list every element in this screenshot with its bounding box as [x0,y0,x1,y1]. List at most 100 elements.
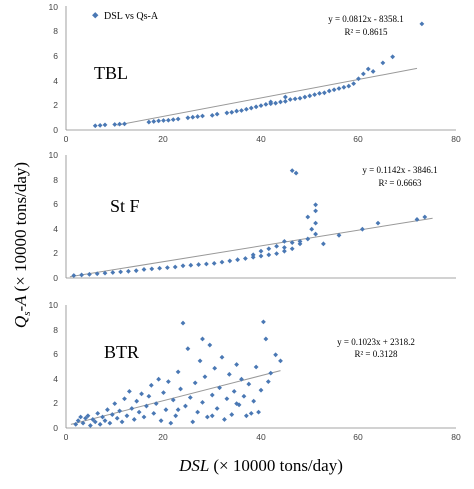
btr-data-point [73,421,79,427]
tbl-data-point [195,114,201,119]
btr-data-point [200,399,205,405]
btr-data-point [134,398,140,404]
tbl-data-point [331,87,337,93]
tbl-data-point [243,106,249,112]
btr-data-point [187,395,193,400]
tbl-data-point [112,122,118,127]
btr-data-point [256,409,261,415]
btr-trendline [70,370,281,425]
stf-data-point [293,170,299,176]
tbl-data-point [360,71,366,77]
stf-data-point [359,226,365,232]
btr-data-point [200,336,205,342]
btr-data-point [197,358,203,364]
stf-data-point [313,208,319,214]
btr-data-point [243,413,249,419]
btr-xtick-80: 80 [451,432,461,442]
btr-xtick-40: 40 [256,432,266,442]
btr-data-point [185,346,191,352]
tbl-data-point [346,83,352,89]
btr-data-point [261,319,266,325]
stf-data-point [118,269,124,275]
btr-data-point [83,415,88,421]
stf-data-point [274,251,280,257]
legend-marker [92,12,99,19]
btr-ytick-4: 4 [53,374,58,384]
stf-data-point [414,217,420,222]
btr-data-point [87,423,93,428]
stf-data-point [164,265,170,271]
tbl-data-point [161,118,166,123]
legend-label: DSL vs Qs-A [104,11,159,22]
btr-data-point [209,413,215,419]
stf-data-point [375,220,381,226]
tbl-xtick-20: 20 [158,134,168,144]
tbl-data-point [351,81,357,87]
tbl-data-point [273,100,279,106]
btr-data-point [124,413,130,419]
btr-ytick-8: 8 [53,325,58,335]
tbl-data-point [263,101,269,107]
stf-data-point [203,261,209,267]
btr-data-point [265,379,271,385]
tbl-data-point [146,119,152,125]
tbl-data-point [341,84,347,90]
panel-tbl: 0 2 4 6 8 10 0 20 40 60 80 TBL y = 0.081… [49,2,461,144]
btr-data-point [168,420,174,426]
btr-data-point [224,396,230,402]
stf-r-squared: R² = 0.6663 [378,178,422,188]
stf-data-point [297,238,303,244]
panel-btr: 0 2 4 6 8 10 0 20 40 60 80 BTR y = 0.102… [49,300,461,442]
tbl-data-point [287,97,293,102]
stf-ytick-0: 0 [53,273,58,283]
tbl-data-point [365,66,371,72]
btr-xtick-0: 0 [64,432,69,442]
stf-data-point [313,202,319,208]
stf-equation: y = 0.1142x - 3846.1 [362,165,437,175]
btr-data-point [129,406,135,411]
tbl-ytick-8: 8 [53,26,58,36]
tbl-data-point [239,108,244,113]
tbl-data-point [253,104,259,110]
btr-data-point [251,398,257,404]
btr-data-point [136,409,142,415]
tbl-data-point [248,105,254,111]
btr-data-point [100,414,105,420]
btr-data-point [85,413,91,419]
y-axis-unit: (× 10000 tons/day) [11,162,30,292]
btr-xtick-60: 60 [353,432,363,442]
btr-ytick-10: 10 [49,300,59,310]
tbl-ytick-4: 4 [53,76,58,86]
stf-data-point [297,241,303,247]
tbl-data-point [278,99,283,105]
btr-data-point [214,406,220,411]
stf-data-point [219,259,225,265]
btr-data-point [229,412,235,417]
stf-data-point [281,238,287,244]
btr-panel-label: BTR [104,342,139,362]
stf-data-point [79,272,85,278]
btr-equation: y = 0.1023x + 2318.2 [337,337,415,347]
stf-data-point [289,240,295,246]
btr-x-tick-labels: 0 20 40 60 80 [64,432,461,442]
btr-data-point [226,371,232,377]
btr-data-point [131,417,137,422]
stf-data-point [86,271,92,277]
tbl-data-point [165,117,171,123]
tbl-data-point [156,118,162,124]
btr-xtick-20: 20 [158,432,168,442]
tbl-data-point [390,54,396,60]
stf-data-point [102,270,108,276]
tbl-data-point [175,116,181,122]
btr-data-point [231,388,237,394]
stf-points [71,168,428,278]
stf-data-point [242,256,248,261]
btr-data-point [234,362,240,367]
btr-data-point [217,385,222,391]
btr-data-point [192,380,198,386]
tbl-xtick-0: 0 [64,134,69,144]
btr-data-point [173,413,179,419]
btr-data-point [141,414,147,420]
stf-data-point [289,246,295,252]
